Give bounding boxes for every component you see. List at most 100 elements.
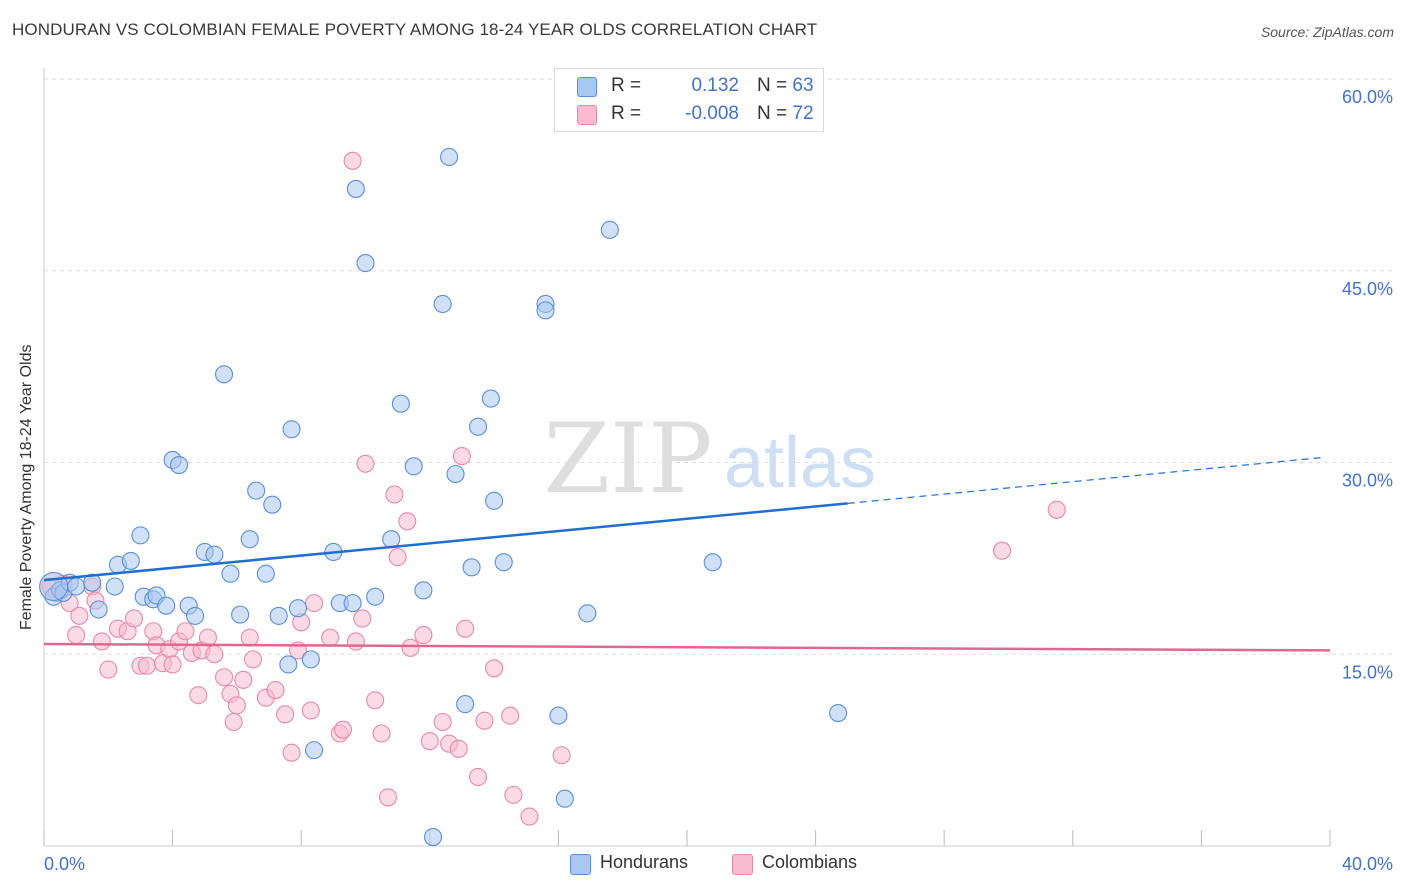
data-point: [346, 632, 365, 651]
data-point: [446, 464, 465, 484]
data-point: [494, 553, 513, 572]
data-point: [247, 481, 266, 500]
data-point: [475, 711, 494, 730]
data-point: [423, 828, 443, 847]
data-point: [263, 495, 282, 514]
watermark: ZIP atlas: [543, 403, 876, 515]
data-point: [404, 457, 423, 476]
data-point: [481, 389, 500, 408]
x-tick-label: 40.0%: [1342, 854, 1393, 874]
data-point: [276, 705, 295, 724]
data-point: [452, 447, 472, 466]
data-point: [214, 365, 234, 384]
source-label: Source: ZipAtlas.com: [1260, 24, 1394, 40]
data-point: [89, 600, 108, 619]
legend-swatch-blue: [570, 854, 591, 875]
data-point: [398, 512, 417, 531]
data-point: [67, 577, 86, 596]
data-point: [829, 704, 848, 723]
data-point: [105, 577, 124, 596]
data-point: [343, 151, 362, 170]
data-point: [388, 548, 407, 567]
legend-n-label: N =: [757, 103, 788, 124]
data-point: [346, 179, 365, 198]
watermark-zip: ZIP: [543, 403, 712, 515]
data-point: [157, 596, 176, 615]
legend-swatch-pink: [732, 854, 753, 875]
data-point: [234, 670, 253, 689]
data-point: [224, 712, 243, 732]
legend-n: N = 72: [757, 103, 814, 125]
hondurans-points: [39, 147, 848, 847]
data-point: [366, 587, 385, 606]
x-tick-label: 0.0%: [44, 854, 85, 874]
data-point: [169, 456, 189, 475]
data-point: [70, 606, 89, 625]
legend-n-value: 63: [792, 75, 814, 96]
data-point: [366, 691, 385, 710]
legend-label: Colombians: [762, 852, 858, 872]
legend-r-value: -0.008: [685, 103, 739, 124]
trend-lines: [43, 456, 1331, 652]
data-point: [353, 609, 372, 628]
data-point: [189, 686, 208, 705]
data-point: [301, 650, 320, 669]
data-point: [288, 599, 308, 618]
data-point: [99, 660, 118, 679]
legend-r-label: R =: [611, 103, 642, 124]
data-point: [256, 564, 275, 583]
data-point: [372, 724, 391, 743]
data-point: [282, 743, 301, 762]
data-point: [214, 668, 234, 687]
data-point: [205, 645, 224, 664]
colombians-points: [39, 151, 1066, 826]
data-point: [343, 594, 362, 613]
data-point: [414, 581, 433, 600]
data-point: [305, 741, 324, 760]
hondurans-trend-extension: [847, 456, 1325, 505]
data-point: [993, 541, 1012, 560]
data-point: [333, 720, 353, 739]
legend-top: R = 0.132 N = 63 R = -0.008 N = 72: [554, 68, 824, 132]
data-point: [600, 220, 619, 239]
data-point: [92, 632, 111, 651]
data-point: [485, 491, 504, 510]
data-point: [279, 655, 298, 674]
tick-labels: 15.0% 30.0% 45.0% 60.0% 0.0% 40.0%: [44, 87, 1393, 874]
data-point: [552, 746, 571, 765]
data-point: [504, 785, 523, 804]
data-point: [414, 626, 433, 645]
colombians-trend-line: [43, 642, 1331, 652]
data-point: [240, 628, 259, 647]
data-point: [176, 622, 195, 641]
data-point: [124, 609, 144, 628]
hondurans-trend-line: [43, 502, 848, 582]
data-point: [703, 553, 722, 572]
legend-label: Hondurans: [600, 852, 689, 872]
data-point: [305, 594, 324, 613]
data-point: [462, 558, 481, 577]
data-point: [163, 655, 182, 674]
watermark-atlas: atlas: [724, 423, 876, 503]
data-point: [231, 605, 250, 624]
data-point: [378, 788, 398, 807]
data-point: [221, 564, 240, 583]
data-point: [243, 650, 263, 669]
data-point: [520, 807, 539, 826]
data-point: [449, 739, 468, 758]
data-point: [67, 626, 86, 645]
data-point: [391, 394, 410, 413]
data-point: [282, 420, 301, 439]
data-point: [301, 701, 320, 720]
data-point: [440, 147, 459, 167]
data-point: [536, 301, 555, 320]
data-point: [385, 485, 404, 504]
data-point: [456, 695, 475, 714]
data-point: [356, 454, 375, 473]
data-point: [269, 606, 288, 625]
legend-n-value: 72: [792, 103, 814, 124]
data-point: [420, 732, 439, 751]
data-point: [501, 706, 520, 725]
data-point: [468, 767, 488, 787]
data-point: [555, 789, 574, 808]
